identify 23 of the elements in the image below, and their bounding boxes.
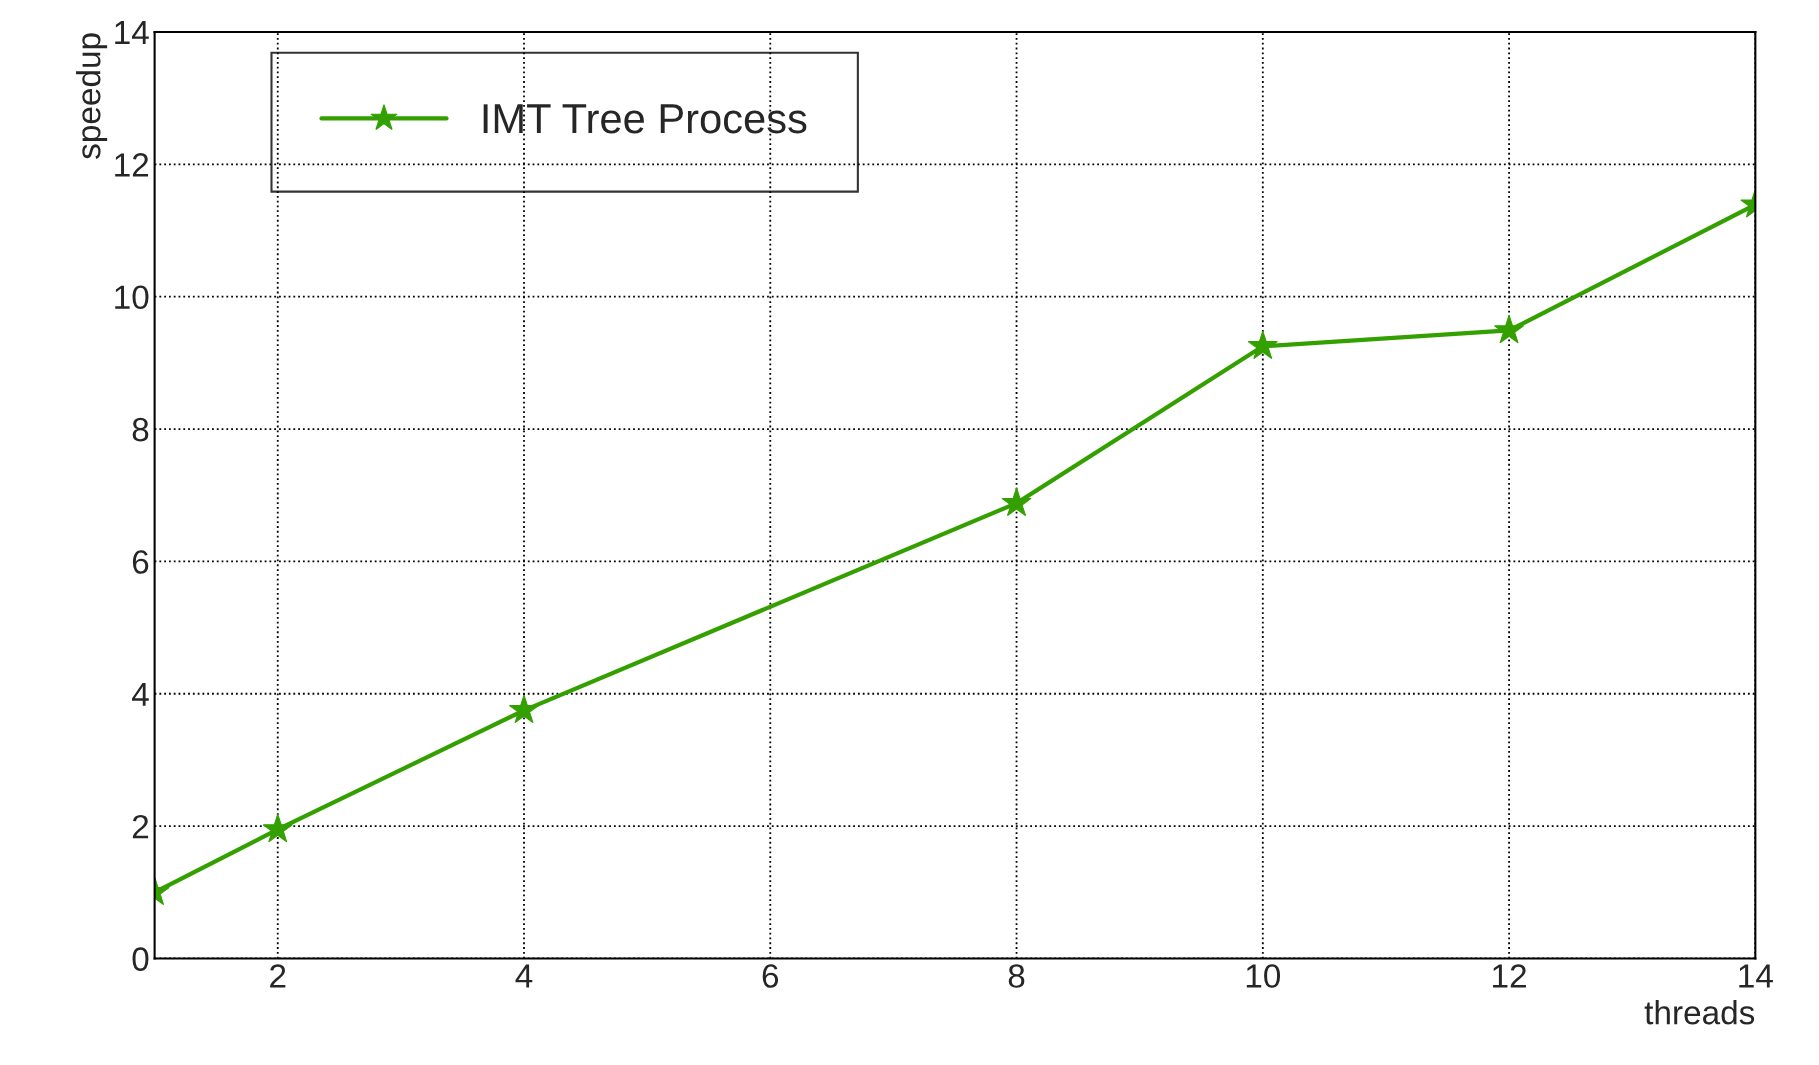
y-tick-label: 2	[132, 814, 149, 839]
x-tick-label: 12	[1493, 964, 1526, 988]
y-tick-label: 0	[132, 947, 149, 971]
x-tick-label: 8	[1008, 964, 1025, 988]
point	[1247, 330, 1278, 360]
legend-label: IMT Tree Process	[483, 104, 807, 134]
x-tick-label: 4	[515, 964, 533, 988]
x-tick-label: 10	[1246, 964, 1281, 988]
point	[508, 694, 540, 724]
x-tick-label: 6	[762, 964, 779, 988]
y-tick-label: 6	[132, 550, 149, 574]
y-tick-label: 8	[132, 417, 149, 442]
x-axis-title: threads	[1644, 999, 1755, 1025]
y-tick-label: 4	[131, 682, 149, 706]
point	[262, 813, 293, 843]
y-tick-label: 14	[115, 21, 149, 45]
x-tick-label: 2	[270, 964, 286, 988]
point	[1494, 314, 1525, 344]
point	[1001, 487, 1032, 517]
y-tick-label: 10	[115, 285, 149, 310]
y-tick-label: 12	[115, 153, 149, 177]
y-axis-title: speedup	[76, 33, 108, 159]
x-tick-label: 14	[1739, 964, 1773, 988]
